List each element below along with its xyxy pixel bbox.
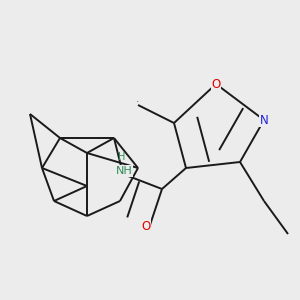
Text: me: me — [136, 101, 139, 102]
Text: NH: NH — [116, 166, 133, 176]
Text: H: H — [118, 152, 125, 163]
Text: N: N — [260, 113, 268, 127]
Text: O: O — [141, 220, 150, 233]
Text: O: O — [212, 77, 220, 91]
